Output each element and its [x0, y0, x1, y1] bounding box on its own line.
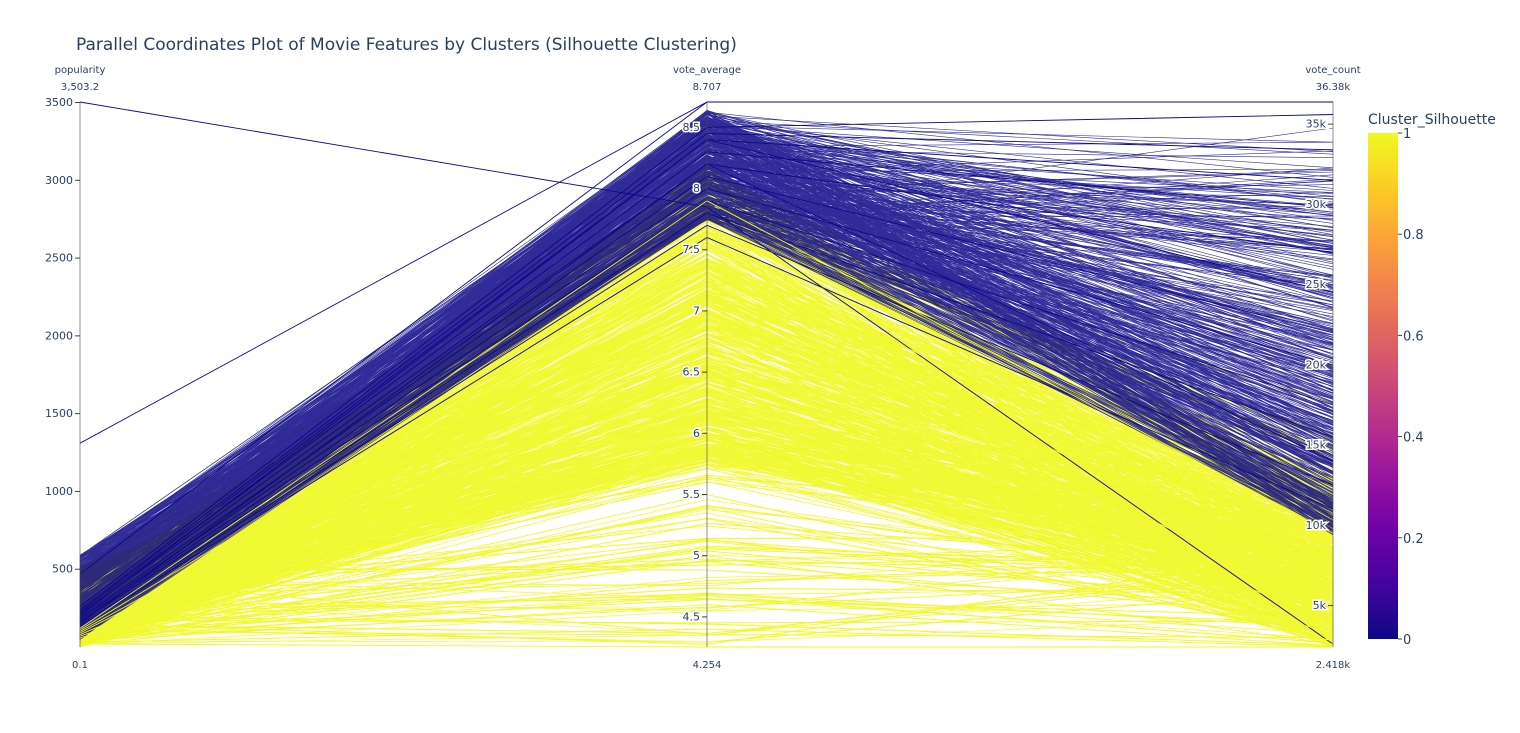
- axis-range-max: 8.707: [693, 82, 722, 93]
- colorbar-tick-label: 0.4: [1403, 431, 1424, 446]
- axis-tick-label: 5.5: [683, 488, 701, 501]
- colorbar-gradient: [1368, 133, 1398, 639]
- axis-tick-label: 25k: [1306, 278, 1327, 291]
- axis-popularity: popularity 3,503.2 0.1 500 1000 1500 2000 2500 3…: [44, 65, 106, 671]
- axis-tick-label: 5: [693, 549, 700, 562]
- axis-tick-label: 35k: [1306, 118, 1327, 131]
- colorbar-title: Cluster_Silhouette: [1368, 112, 1496, 128]
- axis-range-max: 36.38k: [1316, 82, 1351, 93]
- axes-layer: popularity 3,503.2 0.1 500 1000 1500 2000 2500 3…: [44, 65, 1361, 671]
- axis-range-max: 3,503.2: [61, 82, 99, 93]
- axis-label: vote_average: [673, 65, 741, 76]
- axis-tick-label: 500: [52, 563, 73, 576]
- axis-tick-label: 6: [693, 427, 700, 440]
- axis-tick-label: 7.5: [683, 243, 701, 256]
- axis-tick-label: 2000: [45, 329, 73, 342]
- axis-tick-label: 4.5: [683, 610, 701, 623]
- axis-label: popularity: [55, 65, 106, 76]
- axis-vote_count: vote_count 36.38k 2.418k 5k 10k 15k 20k 25k 30k 3…: [1304, 65, 1361, 671]
- colorbar: Cluster_Silhouette 0 0.2 0.4 0.6 0.8 1: [1368, 112, 1496, 648]
- axis-tick-label: 8.5: [683, 121, 701, 134]
- axis-tick-label: 7: [693, 304, 700, 317]
- axis-tick-label: 20k: [1306, 358, 1327, 371]
- lines-layer: [79, 101, 1334, 648]
- axis-range-min: 2.418k: [1316, 660, 1351, 671]
- axis-tick-label: 30k: [1306, 198, 1327, 211]
- colorbar-tick-label: 0: [1403, 633, 1411, 648]
- axis-tick-label: 6.5: [683, 366, 701, 379]
- colorbar-tick-label: 0.8: [1403, 228, 1424, 243]
- axis-range-min: 0.1: [72, 660, 88, 671]
- colorbar-tick-label: 1: [1403, 127, 1411, 142]
- axis-vote_average: vote_average 8.707 4.254 4.5 5 5.5 6 6.5 7 7.5 8 8.…: [673, 65, 741, 671]
- axis-tick-label: 10k: [1306, 519, 1327, 532]
- axis-tick-label: 2500: [45, 252, 73, 265]
- axis-tick-label: 3500: [45, 96, 73, 109]
- colorbar-tick-label: 0.2: [1403, 532, 1424, 547]
- axis-range-min: 4.254: [693, 660, 722, 671]
- axis-label: vote_count: [1305, 65, 1360, 76]
- axis-tick-label: 1500: [45, 407, 73, 420]
- axis-tick-label: 8: [693, 182, 700, 195]
- axis-tick-label: 1000: [45, 485, 73, 498]
- axis-tick-label: 15k: [1306, 439, 1327, 452]
- axis-tick-label: 3000: [45, 174, 73, 187]
- colorbar-tick-label: 0.6: [1403, 329, 1424, 344]
- axis-tick-label: 5k: [1313, 599, 1327, 612]
- chart-title: Parallel Coordinates Plot of Movie Featu…: [76, 35, 737, 55]
